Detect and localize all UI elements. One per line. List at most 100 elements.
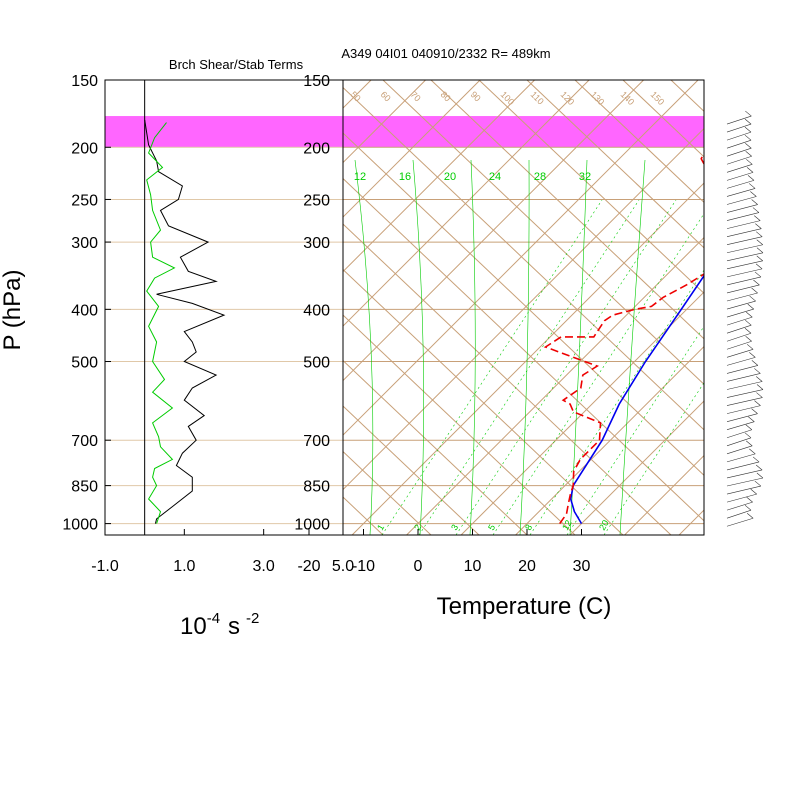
wind-barb-flag bbox=[751, 199, 758, 205]
wind-barb-flag bbox=[744, 118, 752, 125]
wind-barb bbox=[726, 196, 757, 205]
wind-barb-flag bbox=[749, 295, 756, 302]
mixing-ratio-line bbox=[603, 382, 704, 535]
wind-barb bbox=[726, 252, 764, 262]
left-y-tick-label: 500 bbox=[71, 355, 98, 372]
right-x-tick-label: 30 bbox=[573, 558, 591, 575]
wind-barb-flag bbox=[756, 231, 763, 237]
wind-barb bbox=[726, 300, 756, 310]
wind-barb-flag bbox=[754, 271, 762, 278]
wind-barb-flag bbox=[755, 223, 762, 229]
wind-barb-flag bbox=[749, 352, 756, 358]
wind-barb-flag bbox=[754, 400, 761, 406]
wind-barb-flag bbox=[756, 247, 764, 254]
wind-barb bbox=[726, 180, 755, 189]
wind-barb bbox=[726, 115, 752, 125]
wind-barb-flag bbox=[745, 319, 752, 326]
shear-green-line bbox=[146, 122, 176, 524]
left-y-tick-label: 400 bbox=[71, 302, 98, 319]
wind-barb-flag bbox=[751, 408, 758, 414]
dry-adiabat-label: 50 bbox=[349, 89, 363, 103]
shear-panel-series bbox=[105, 80, 343, 535]
wind-barb bbox=[726, 405, 761, 414]
isotherm-line bbox=[0, 80, 262, 535]
wind-barb bbox=[726, 381, 763, 390]
wind-barb bbox=[726, 477, 763, 487]
wind-barb bbox=[726, 397, 763, 406]
dry-adiabat-label: 140 bbox=[619, 89, 637, 107]
left-x-ticks: -1.0 1.0 3.0 5.0 bbox=[91, 529, 354, 575]
wind-barb bbox=[726, 365, 758, 374]
wind-barb bbox=[726, 349, 754, 358]
moist-adiabat-line bbox=[619, 159, 646, 535]
wind-barb bbox=[726, 453, 756, 463]
isotherm-line bbox=[343, 80, 590, 327]
right-y-ticks: 150 200 250 300 400 500 700 850 1000 bbox=[294, 73, 330, 534]
wind-barb-flag bbox=[748, 416, 755, 422]
wind-barb bbox=[726, 485, 761, 495]
isotherm-line bbox=[343, 80, 535, 273]
dry-adiabat-line bbox=[430, 80, 704, 340]
wind-barb bbox=[726, 437, 752, 447]
wind-barb bbox=[726, 316, 753, 326]
isotherm-line bbox=[460, 291, 704, 535]
moist-adiabat-label: 20 bbox=[444, 171, 456, 183]
wind-barb-flag bbox=[751, 360, 759, 366]
dry-adiabat-label: 100 bbox=[499, 89, 517, 107]
wind-barb-flag bbox=[745, 336, 752, 342]
wind-barb bbox=[726, 469, 763, 479]
wind-barb-flag bbox=[746, 159, 753, 165]
wind-barb-flag bbox=[756, 239, 763, 245]
mixing-ratio-line bbox=[492, 213, 704, 535]
wind-barb-flag bbox=[747, 175, 755, 181]
right-y-tick-label: 1000 bbox=[294, 517, 330, 534]
isotherm-line bbox=[0, 80, 208, 535]
wind-barb bbox=[726, 509, 752, 519]
wind-barb-flag bbox=[752, 456, 760, 463]
wind-barb bbox=[726, 204, 758, 213]
isotherm-line bbox=[734, 80, 800, 535]
dry-adiabat-line bbox=[670, 80, 704, 112]
wind-barb-flag bbox=[746, 513, 754, 519]
wind-barb bbox=[726, 308, 754, 318]
moist-adiabat-label: 12 bbox=[354, 171, 366, 183]
left-x-tick-label: 1.0 bbox=[173, 558, 195, 575]
skewt-background-lines: 50 60 70 80 90 100 110 120 130 140 150 bbox=[0, 80, 800, 535]
left-y-tick-label: 700 bbox=[71, 433, 98, 450]
left-panel-title: Brch Shear/Stab Terms bbox=[169, 57, 304, 72]
left-x-tick-label: 5.0 bbox=[332, 558, 354, 575]
dry-adiabat-line bbox=[343, 132, 704, 476]
right-x-tick-label: -10 bbox=[352, 558, 375, 575]
mixing-ratio-line bbox=[381, 199, 603, 535]
wind-barb-flag bbox=[754, 368, 761, 374]
isotherm-line bbox=[343, 127, 704, 491]
right-y-tick-label: 500 bbox=[303, 355, 330, 372]
wind-barb-flag bbox=[745, 424, 753, 430]
isotherm-line bbox=[569, 400, 704, 535]
dry-adiabat-line bbox=[0, 80, 287, 535]
right-panel-title: A349 04I01 040910/2332 R= 489km bbox=[341, 46, 550, 61]
wind-barb bbox=[726, 131, 752, 141]
mixing-ratio-line bbox=[455, 199, 677, 535]
wind-barb bbox=[726, 172, 754, 181]
wind-barb-flag bbox=[746, 496, 753, 503]
mixing-ratio-label: 1 bbox=[375, 523, 386, 532]
wind-barb-flag bbox=[747, 303, 754, 310]
mixing-ratio-line bbox=[566, 325, 704, 535]
wind-barb bbox=[726, 493, 757, 503]
right-y-tick-label: 250 bbox=[303, 192, 330, 209]
wind-barb-flag bbox=[746, 311, 753, 318]
wind-barb-flag bbox=[744, 504, 752, 511]
right-x-tick-label: 20 bbox=[518, 558, 536, 575]
shear-black-line bbox=[144, 119, 226, 524]
wind-barb bbox=[726, 260, 763, 270]
moist-adiabat-line bbox=[412, 159, 424, 535]
left-y-tick-label: 300 bbox=[71, 235, 98, 252]
wind-barb bbox=[726, 228, 762, 237]
highlight-band-right bbox=[343, 116, 704, 148]
wind-barb bbox=[726, 188, 756, 197]
isotherm-line bbox=[343, 80, 481, 218]
mixing-ratio-label: 3 bbox=[449, 523, 460, 532]
isotherm-line bbox=[343, 80, 699, 436]
wind-barb-flag bbox=[753, 215, 761, 221]
